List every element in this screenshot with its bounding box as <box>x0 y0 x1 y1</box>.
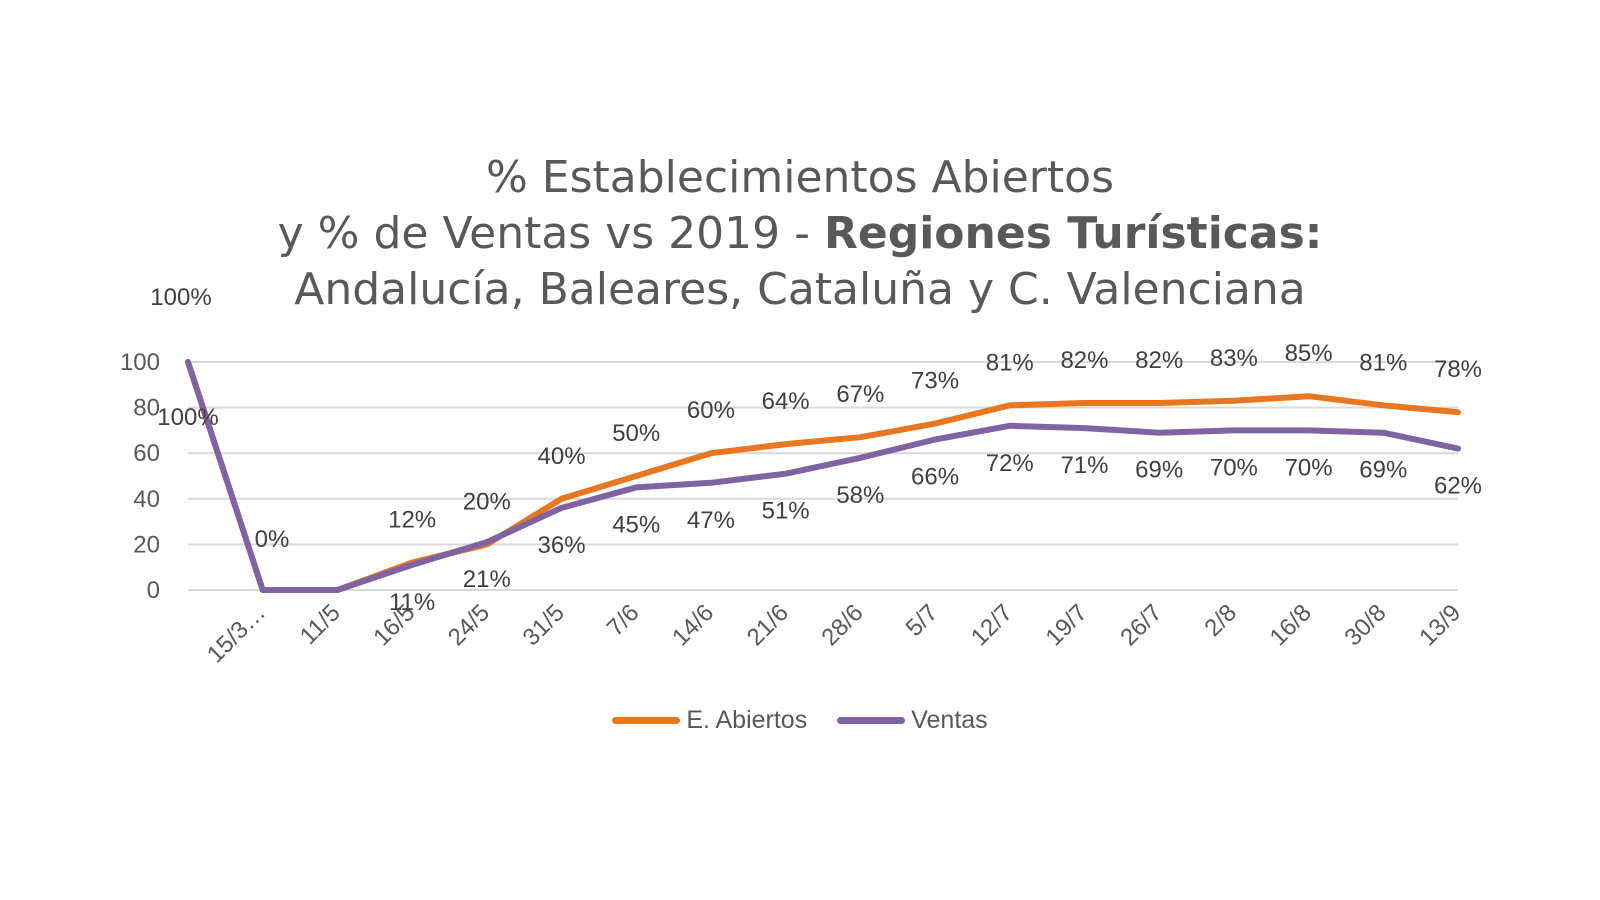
data-label-ventas: 47% <box>687 507 735 534</box>
data-label-e-abiertos: 82% <box>1060 347 1108 374</box>
data-label-e-abiertos: 78% <box>1434 356 1482 383</box>
chart-title-line-2: y % de Ventas vs 2019 - Regiones Turísti… <box>0 206 1600 262</box>
legend-swatch-e-abiertos <box>612 717 681 724</box>
x-tick-label: 31/5 <box>518 599 570 651</box>
x-tick-label: 28/6 <box>816 599 868 651</box>
x-tick-label: 13/9 <box>1414 599 1466 651</box>
data-label-ventas: 58% <box>836 482 884 509</box>
x-tick-label: 16/8 <box>1265 599 1317 651</box>
data-label-e-abiertos: 82% <box>1135 347 1183 374</box>
data-label-ventas: 70% <box>1285 454 1333 481</box>
y-tick-label: 0 <box>147 577 160 604</box>
data-label-ventas: 36% <box>538 532 586 559</box>
x-tick-label: 7/6 <box>602 599 645 642</box>
data-label-e-abiertos: 83% <box>1210 345 1258 372</box>
data-label-e-abiertos: 81% <box>1359 349 1407 376</box>
x-tick-label: 15/3… <box>202 599 271 668</box>
series-lines <box>185 359 1461 593</box>
series-line-0 <box>185 359 1461 593</box>
data-label-ventas: 72% <box>986 450 1034 477</box>
data-label-e-abiertos: 40% <box>538 443 586 470</box>
data-label-e-abiertos: 60% <box>687 397 735 424</box>
legend-swatch-ventas <box>837 717 906 724</box>
y-tick-label: 20 <box>133 531 160 558</box>
x-tick-label: 19/7 <box>1041 599 1093 651</box>
data-label-ventas: 69% <box>1135 457 1183 484</box>
x-tick-label: 5/7 <box>901 599 944 642</box>
legend-item-ventas[interactable]: Ventas <box>837 706 988 735</box>
y-tick-label: 100 <box>120 349 160 376</box>
x-tick-label: 30/8 <box>1339 599 1391 651</box>
legend-label-e-abiertos: E. Abiertos <box>686 706 808 734</box>
chart-title-line-2-bold: Regiones Turísticas: <box>824 208 1323 259</box>
legend-label-ventas: Ventas <box>911 706 988 734</box>
data-label-ventas: 100% <box>157 404 218 431</box>
data-label-e-abiertos: 0% <box>255 526 290 553</box>
x-tick-label: 21/6 <box>742 599 794 651</box>
data-label-e-abiertos: 73% <box>911 368 959 395</box>
chart-title-line-2-prefix: y % de Ventas vs 2019 - <box>277 208 824 259</box>
data-label-e-abiertos: 12% <box>388 507 436 534</box>
gridlines <box>188 361 1458 591</box>
x-tick-label: 12/7 <box>966 599 1018 651</box>
data-label-e-abiertos: 50% <box>612 420 660 447</box>
data-label-ventas: 70% <box>1210 454 1258 481</box>
data-label-ventas: 71% <box>1060 452 1108 479</box>
data-label-ventas: 51% <box>762 498 810 525</box>
data-label-ventas: 11% <box>389 589 435 616</box>
x-tick-label: 2/8 <box>1199 599 1242 642</box>
data-label-ventas: 21% <box>463 566 511 593</box>
legend-item-e-abiertos[interactable]: E. Abiertos <box>612 706 807 735</box>
x-tick-label: 26/7 <box>1115 599 1167 651</box>
x-tick-label: 24/5 <box>443 599 495 651</box>
y-axis-ticks: 0 20 40 60 80 100 <box>120 349 160 604</box>
data-label-ventas: 45% <box>612 511 660 538</box>
data-label-ventas: 69% <box>1359 457 1407 484</box>
x-tick-label: 11/5 <box>295 599 346 650</box>
data-label-ventas: 62% <box>1434 473 1482 500</box>
chart-title-line-1: % Establecimientos Abiertos <box>485 152 1114 203</box>
x-tick-label: 14/6 <box>667 599 719 651</box>
series-line-1 <box>185 359 1461 593</box>
data-labels: 100% 0% 12% 20% 40% 50% 60% 64% 67% 73% 81% 82% 82% 8… <box>150 284 1482 616</box>
data-label-e-abiertos: 64% <box>762 388 810 415</box>
data-label-e-abiertos: 20% <box>463 488 511 515</box>
chart-title: % Establecimientos Abiertos y % de Venta… <box>0 150 1600 318</box>
chart-title-line-3: Andalucía, Baleares, Cataluña y C. Valen… <box>294 264 1306 315</box>
data-label-e-abiertos: 100% <box>150 284 211 311</box>
y-tick-label: 80 <box>133 395 160 422</box>
y-tick-label: 40 <box>133 486 160 513</box>
data-label-e-abiertos: 67% <box>836 381 884 408</box>
data-label-e-abiertos: 85% <box>1285 340 1333 367</box>
data-label-e-abiertos: 81% <box>986 349 1034 376</box>
legend: E. Abiertos Ventas <box>0 706 1600 735</box>
y-tick-label: 60 <box>133 440 160 467</box>
data-label-ventas: 66% <box>911 464 959 491</box>
